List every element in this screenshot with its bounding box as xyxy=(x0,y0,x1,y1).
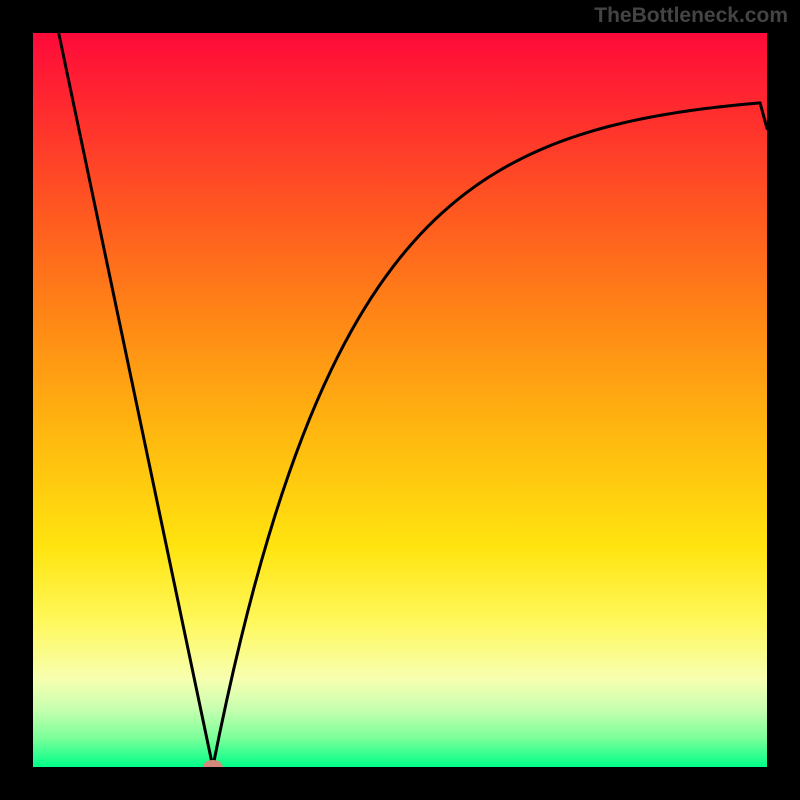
bottleneck-curve xyxy=(59,33,767,767)
plot-area xyxy=(33,33,767,767)
brand-label: TheBottleneck.com xyxy=(594,4,788,28)
min-marker xyxy=(203,760,223,767)
curve-layer xyxy=(33,33,767,767)
